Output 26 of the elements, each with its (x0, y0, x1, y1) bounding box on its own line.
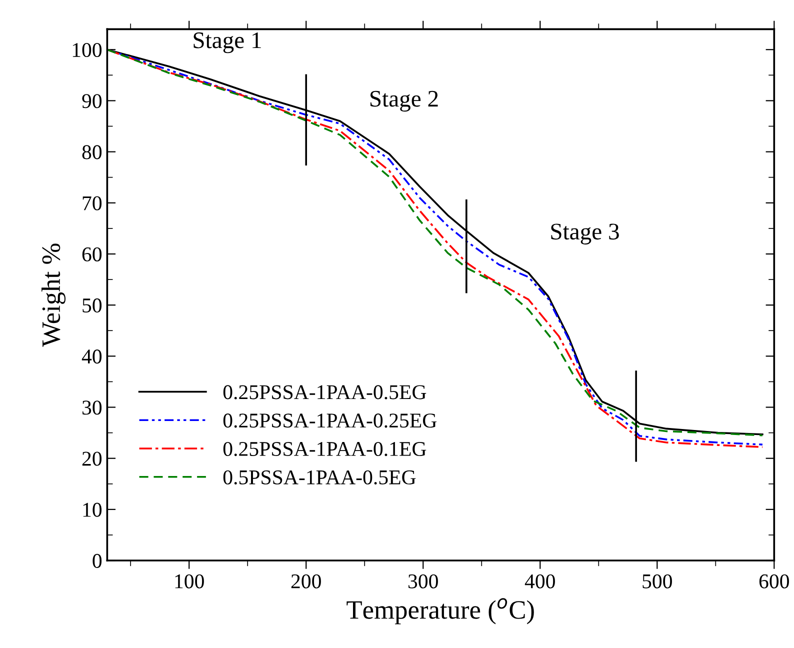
y-tick-label: 20 (82, 452, 102, 466)
legend-label: 0.25PSSA-1PAA-0.5EG (223, 385, 426, 400)
y-tick-label: 70 (82, 196, 102, 210)
annotation: Stage 2 (370, 90, 438, 112)
x-tick-label: 400 (524, 574, 555, 588)
x-tick-label: 500 (642, 574, 672, 588)
x-tick-label: 600 (759, 574, 789, 588)
y-tick-label: 80 (82, 145, 102, 160)
x-axis-title: Temperature ($^{o}$C) (346, 598, 534, 624)
y-tick-label: 100 (72, 42, 102, 58)
legend-label: 0.5PSSA-1PAA-0.5EG (223, 470, 416, 484)
y-tick-label: 40 (82, 350, 102, 364)
x-tick-label: 200 (291, 574, 321, 588)
y-tick-label: 30 (82, 400, 102, 415)
y-tick-label: 50 (82, 298, 102, 312)
annotation: Stage 3 (551, 224, 619, 244)
annotation: Stage 1 (194, 32, 261, 54)
y-axis-title: Weight % (42, 244, 66, 347)
y-tick-label: 0 (92, 554, 102, 568)
legend-label: 0.25PSSA-1PAA-0.25EG (223, 414, 437, 428)
x-tick-label: 300 (408, 574, 438, 588)
y-tick-label: 90 (82, 94, 102, 108)
x-tick-label: 100 (175, 574, 204, 588)
y-tick-label: 10 (83, 502, 102, 517)
y-tick-label: 60 (82, 247, 102, 262)
legend-label: 0.25PSSA-1PAA-0.1EG (223, 442, 426, 456)
